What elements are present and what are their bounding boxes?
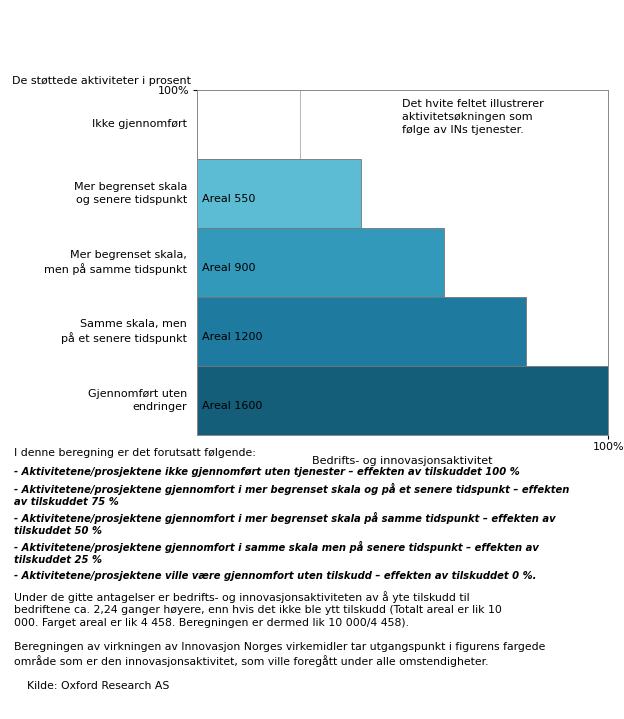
Bar (197, 297, 526, 366)
Text: Areal 1200: Areal 1200 (202, 332, 262, 342)
Text: Areal 550: Areal 550 (202, 194, 255, 204)
Text: Det hvite feltet illustrerer
aktivitetsøkningen som
følge av INs tjenester.: Det hvite feltet illustrerer aktivitetsø… (402, 99, 544, 135)
Text: Areal 900: Areal 900 (202, 263, 255, 273)
Text: - Aktivitetene/prosjektene gjennomfort i mer begrenset skala og på et senere tid: - Aktivitetene/prosjektene gjennomfort i… (14, 482, 569, 506)
Text: Mer begrenset skala
og senere tidspunkt: Mer begrenset skala og senere tidspunkt (74, 182, 187, 205)
Text: - Aktivitetene/prosjektene ville være gjennomfort uten tilskudd – effekten av ti: - Aktivitetene/prosjektene ville være gj… (14, 571, 536, 581)
X-axis label: Bedrifts- og innovasjonsaktivitet: Bedrifts- og innovasjonsaktivitet (312, 456, 493, 466)
Text: - Aktivitetene/prosjektene gjennomfort i samme skala men på senere tidspunkt – e: - Aktivitetene/prosjektene gjennomfort i… (14, 541, 539, 565)
Text: Beregningen av virkningen av Innovasjon Norges virkemidler tar utgangspunkt i fi: Beregningen av virkningen av Innovasjon … (14, 642, 545, 667)
Bar (197, 159, 361, 228)
Text: Ikke gjennomført: Ikke gjennomført (92, 119, 187, 129)
Text: de bedriftene som har mottatt tjenester: de bedriftene som har mottatt tjenester (9, 50, 292, 63)
Text: Kilde: Oxford Research AS: Kilde: Oxford Research AS (20, 681, 169, 691)
Text: Areal 1600: Areal 1600 (202, 401, 262, 411)
Bar (197, 90, 300, 159)
Text: - Aktivitetene/prosjektene gjennomfort i mer begrenset skala på samme tidspunkt : - Aktivitetene/prosjektene gjennomfort i… (14, 512, 555, 536)
Text: Under de gitte antagelser er bedrifts- og innovasjonsaktiviteten av å yte tilsku: Under de gitte antagelser er bedrifts- o… (14, 591, 502, 628)
Text: - Aktivitetene/prosjektene ikke gjennomført uten tjenester – effekten av tilskud: - Aktivitetene/prosjektene ikke gjennomf… (14, 467, 519, 477)
Text: Gjennomført uten
endringer: Gjennomført uten endringer (88, 389, 187, 412)
Text: Innovasjons Norges tjenester sitt bidrag til å øke bedrifts- og innovasjonsaktiv: Innovasjons Norges tjenester sitt bidrag… (9, 19, 613, 34)
Text: De støttede aktiviteter i prosent: De støttede aktiviteter i prosent (12, 76, 192, 86)
Text: I denne beregning er det forutsatt følgende:: I denne beregning er det forutsatt følge… (14, 448, 256, 458)
Bar (197, 366, 608, 435)
Bar (197, 228, 444, 297)
Text: Samme skala, men
på et senere tidspunkt: Samme skala, men på et senere tidspunkt (61, 319, 187, 344)
Text: Mer begrenset skala,
men på samme tidspunkt: Mer begrenset skala, men på samme tidspu… (44, 250, 187, 275)
